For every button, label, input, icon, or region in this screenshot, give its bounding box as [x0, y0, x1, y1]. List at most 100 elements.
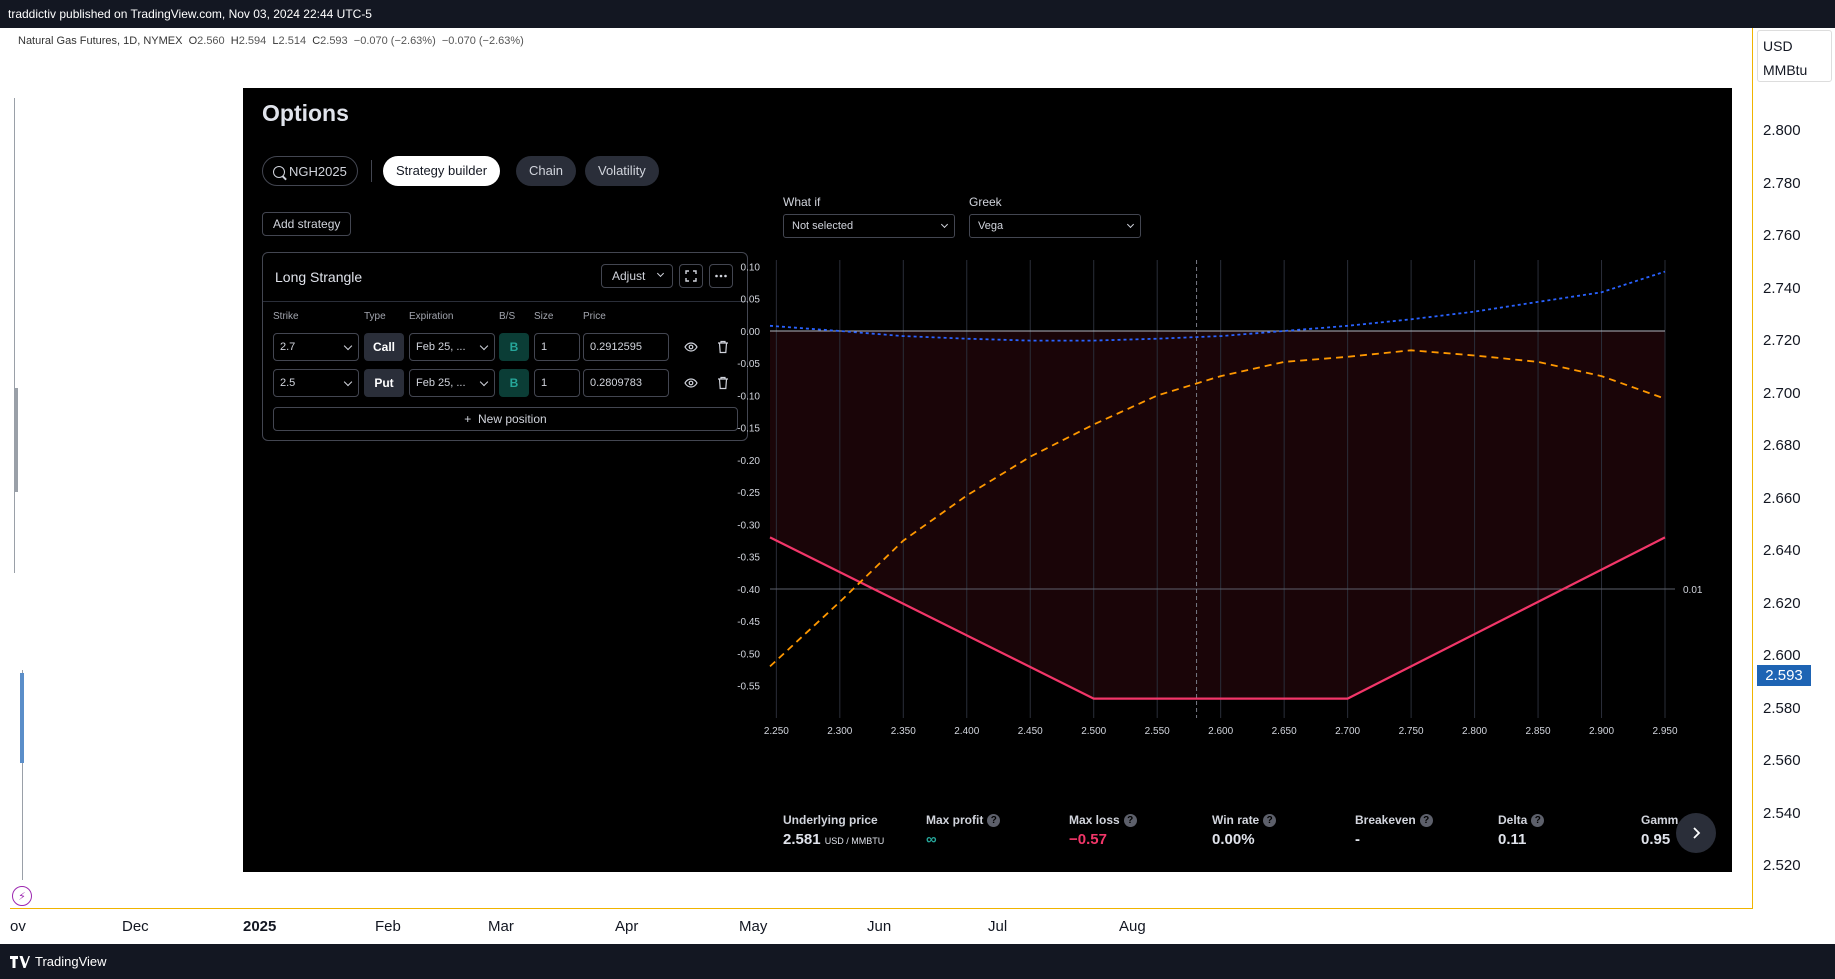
y-tick-label: 0.05 [741, 295, 761, 306]
x-tick-label: 2.650 [1272, 726, 1297, 737]
lightning-icon[interactable]: ⚡ [12, 886, 32, 906]
chevron-down-icon [343, 341, 353, 351]
breakeven-label-row: Breakeven? [1355, 813, 1433, 827]
low-label: L [272, 35, 279, 47]
tab-strategy-builder[interactable]: Strategy builder [383, 156, 501, 186]
help-icon[interactable]: ? [1419, 814, 1433, 827]
card-divider [263, 301, 747, 302]
currency-selector[interactable] [1757, 30, 1832, 82]
price-tick-label: 2.660 [1763, 489, 1801, 507]
x-tick-label: 2.900 [1589, 726, 1614, 737]
y-tick-label: -0.55 [737, 682, 760, 693]
what-if-select[interactable]: Not selected [783, 214, 955, 238]
theoretical-pnl-line [769, 270, 1666, 342]
symbol-search[interactable]: NGH2025 [262, 156, 358, 186]
what-if-label: What if [783, 195, 821, 209]
price-tick-label: 2.700 [1763, 384, 1801, 402]
delta-label-row: Delta? [1498, 813, 1545, 827]
help-icon[interactable]: ? [987, 814, 1001, 827]
price-tick-label: 2.780 [1763, 174, 1801, 192]
tradingview-logo-icon [10, 955, 30, 968]
price-tick-label: 2.580 [1763, 699, 1801, 717]
type-put-button[interactable]: Put [364, 369, 404, 397]
plus-icon: + [464, 412, 472, 426]
max-profit-value: ∞ [926, 831, 937, 848]
x-tick-label: 2.750 [1399, 726, 1424, 737]
time-tick-label: May [739, 918, 768, 935]
delta-label: Delta [1498, 813, 1528, 827]
x-tick-label: 2.550 [1145, 726, 1170, 737]
next-stats-button[interactable] [1676, 813, 1716, 853]
time-tick-label: ov [10, 918, 26, 935]
stat-delta: Delta? 0.11 [1498, 813, 1545, 848]
price-tick-label: 2.540 [1763, 804, 1801, 822]
time-tick-label: Jun [867, 918, 892, 935]
time-tick-label: Feb [375, 918, 401, 935]
eye-icon[interactable] [683, 375, 699, 391]
help-icon[interactable]: ? [1531, 814, 1545, 827]
y-tick-label: -0.05 [737, 359, 760, 370]
strike-select[interactable]: 2.5 [273, 369, 359, 397]
more-button[interactable] [709, 264, 733, 288]
x-tick-label: 2.450 [1018, 726, 1043, 737]
stat-max-loss: Max loss? −0.57 [1069, 813, 1137, 848]
price-axis[interactable] [1752, 28, 1835, 908]
help-icon[interactable]: ? [1123, 814, 1137, 827]
y-tick-label: 0.10 [741, 262, 761, 273]
trash-icon[interactable] [715, 375, 731, 391]
adjust-button[interactable]: Adjust [601, 264, 673, 288]
stat-underlying: Underlying price 2.581 USD / MMBTU [783, 813, 884, 848]
max-loss-label: Max loss [1069, 813, 1120, 827]
price-input[interactable]: 0.2809783 [583, 369, 669, 397]
max-profit-label: Max profit [926, 813, 984, 827]
header-price: Price [583, 311, 606, 322]
time-tick-label: Apr [615, 918, 639, 935]
strike-select[interactable]: 2.7 [273, 333, 359, 361]
symbol-name: Natural Gas Futures, 1D, NYMEX [18, 35, 183, 47]
time-tick-label: Jul [988, 918, 1008, 935]
currency-text: USD [1763, 38, 1793, 54]
tab-chain[interactable]: Chain [516, 156, 576, 186]
add-strategy-button[interactable]: Add strategy [262, 212, 352, 236]
adjust-label: Adjust [612, 269, 646, 283]
what-if-value: Not selected [792, 220, 854, 232]
symbol-search-value: NGH2025 [289, 164, 347, 179]
expiration-select[interactable]: Feb 25, ... [409, 333, 495, 361]
chevron-down-icon [1126, 220, 1135, 229]
underlying-unit: USD / MMBTU [824, 836, 885, 846]
price-tick-label: 2.560 [1763, 752, 1801, 769]
x-tick-label: 2.300 [827, 726, 852, 737]
expiration-select[interactable]: Feb 25, ... [409, 369, 495, 397]
x-tick-label: 2.350 [891, 726, 916, 737]
published-info-text: traddictiv published on TradingView.com,… [8, 7, 372, 21]
buy-sell-toggle[interactable]: B [499, 369, 529, 397]
current-price-label: 2.593 [1757, 665, 1811, 686]
type-call-button[interactable]: Call [364, 333, 404, 361]
trash-icon[interactable] [715, 339, 731, 355]
header-strike: Strike [273, 311, 299, 322]
stat-max-profit: Max profit? ∞ [926, 813, 1001, 848]
price-tick-label: 2.740 [1763, 279, 1801, 297]
price-input[interactable]: 0.2912595 [583, 333, 669, 361]
size-input[interactable]: 1 [534, 333, 580, 361]
pnl-line [769, 536, 1666, 700]
underlying-value-row: 2.581 USD / MMBTU [783, 831, 884, 848]
payoff-chart[interactable]: 2.250 2.300 2.350 2.400 2.450 2.500 2.550 2.600… [703, 248, 1703, 793]
size-input[interactable]: 1 [534, 369, 580, 397]
eye-icon[interactable] [683, 339, 699, 355]
win-rate-label-row: Win rate? [1212, 813, 1277, 827]
price-tick-label: 2.800 [1763, 122, 1801, 139]
header-bs: B/S [499, 311, 516, 322]
currency-label: USD MMBtu [1763, 34, 1828, 82]
tab-volatility[interactable]: Volatility [585, 156, 659, 186]
breakeven-value: - [1355, 831, 1360, 848]
greek-select[interactable]: Vega [969, 214, 1141, 238]
new-position-label: New position [477, 412, 547, 426]
time-tick-label: Dec [122, 918, 149, 935]
buy-sell-toggle[interactable]: B [499, 333, 529, 361]
new-position-button[interactable]: + New position [273, 407, 738, 431]
expand-button[interactable] [679, 264, 703, 288]
win-rate-value: 0.00% [1212, 831, 1255, 848]
help-icon[interactable]: ? [1263, 814, 1277, 827]
time-axis[interactable] [10, 908, 1753, 944]
